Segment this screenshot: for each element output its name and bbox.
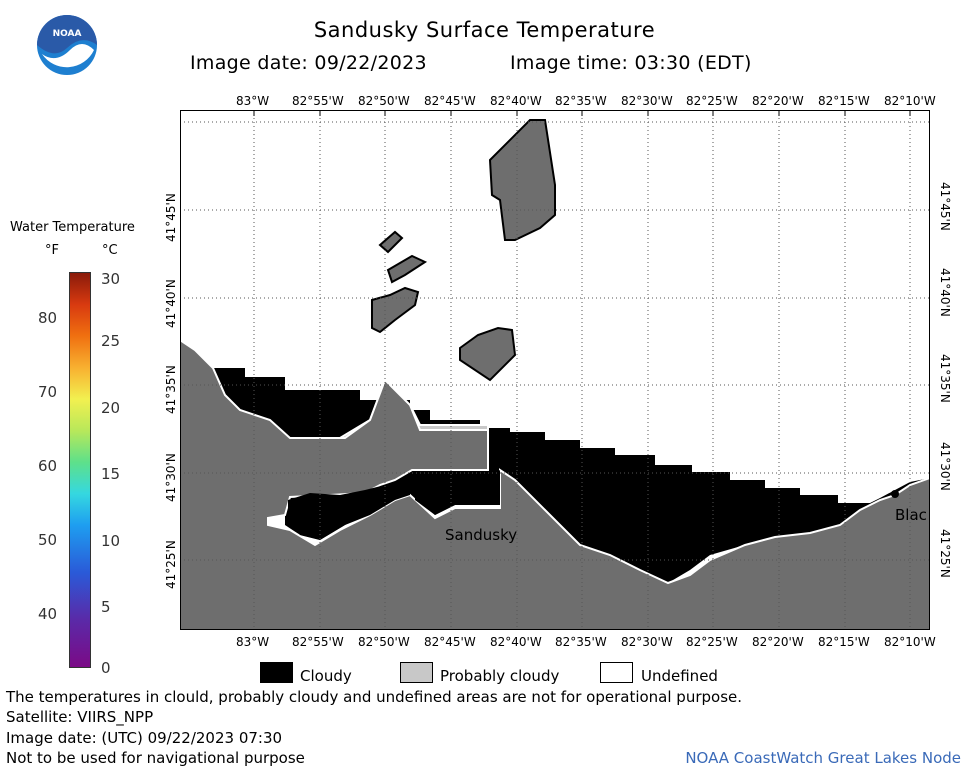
place-label-sandusky: Sandusky <box>445 526 517 544</box>
lon-label: 82°30'W <box>621 635 673 649</box>
map-border <box>180 110 930 630</box>
lon-label: 82°40'W <box>490 635 542 649</box>
city-marker <box>891 490 899 498</box>
map-title: Sandusky Surface Temperature <box>313 18 656 42</box>
lon-label: 82°45'W <box>424 94 476 108</box>
lat-label: 41°45'N <box>164 193 178 242</box>
satellite-info: Satellite: VIIRS_NPP <box>6 708 154 726</box>
cloudy-region <box>415 470 500 515</box>
image-date: Image date: 09/22/2023 <box>190 52 427 74</box>
cloudy-region <box>288 485 410 540</box>
noaa-logo-icon: NOAA <box>37 15 97 75</box>
celsius-tick: 15 <box>101 465 121 483</box>
legend-label-cloudy: Cloudy <box>300 667 352 685</box>
lon-label: 82°10'W <box>884 94 936 108</box>
utc-image-date: Image date: (UTC) 09/22/2023 07:30 <box>6 729 283 747</box>
place-label-bluff: Blac <box>895 506 927 524</box>
lon-label: 82°20'W <box>752 635 804 649</box>
legend-swatch-probably-cloudy <box>400 662 433 683</box>
probably-cloudy-region <box>371 286 420 334</box>
fahrenheit-tick: 50 <box>38 531 58 549</box>
lon-label: 83°W <box>236 94 270 108</box>
legend-swatch-undefined <box>600 662 633 683</box>
cloudy-region <box>213 368 930 583</box>
lon-label: 82°25'W <box>686 635 738 649</box>
celsius-tick: 10 <box>101 532 121 550</box>
temperature-color-bar <box>69 272 91 668</box>
lat-label: 41°25'N <box>164 540 178 589</box>
lon-label: 82°45'W <box>424 635 476 649</box>
lon-label: 82°20'W <box>752 94 804 108</box>
celsius-tick: 30 <box>101 270 121 288</box>
legend-label-probably-cloudy: Probably cloudy <box>440 667 560 685</box>
lon-label: 82°40'W <box>490 94 542 108</box>
lat-label: 41°45'N <box>938 182 952 231</box>
lat-label: 41°35'N <box>164 365 178 414</box>
lat-label: 41°30'N <box>164 453 178 502</box>
legend-swatch-cloudy <box>260 662 293 683</box>
navigation-warning: Not to be used for navigational purpose <box>6 749 305 767</box>
probably-cloudy-region <box>459 326 517 382</box>
celsius-tick: 25 <box>101 332 121 350</box>
fahrenheit-tick: 40 <box>38 605 58 623</box>
legend-title: Water Temperature <box>10 220 135 235</box>
probably-cloudy-region <box>488 119 556 241</box>
lon-label: 82°55'W <box>292 635 344 649</box>
celsius-tick: 5 <box>101 598 111 616</box>
logo-text: NOAA <box>53 29 82 39</box>
lon-label: 82°50'W <box>358 94 410 108</box>
unit-fahrenheit: °F <box>45 243 59 258</box>
lon-label: 82°50'W <box>358 635 410 649</box>
fahrenheit-tick: 60 <box>38 457 58 475</box>
lat-label: 41°30'N <box>938 442 952 491</box>
lat-label: 41°40'N <box>938 268 952 317</box>
fahrenheit-tick: 80 <box>38 309 58 327</box>
lon-label: 82°10'W <box>884 635 936 649</box>
lat-label: 41°35'N <box>938 354 952 403</box>
legend-label-undefined: Undefined <box>641 667 718 685</box>
lat-label: 41°40'N <box>164 279 178 328</box>
map-panel: Sandusky Blac <box>180 110 930 630</box>
lon-label: 82°35'W <box>555 635 607 649</box>
lon-label: 82°15'W <box>818 94 870 108</box>
lon-label: 82°15'W <box>818 635 870 649</box>
grid-lines <box>180 110 930 630</box>
celsius-tick: 0 <box>101 659 111 677</box>
lon-label: 83°W <box>236 635 270 649</box>
probably-cloudy-region <box>386 254 428 284</box>
lon-label: 82°35'W <box>555 94 607 108</box>
disclaimer-note: The temperatures in clould, probably clo… <box>6 688 743 706</box>
lat-label: 41°25'N <box>938 529 952 578</box>
unit-celsius: °C <box>102 243 118 258</box>
celsius-tick: 20 <box>101 399 121 417</box>
fahrenheit-tick: 70 <box>38 383 58 401</box>
lon-label: 82°30'W <box>621 94 673 108</box>
lon-label: 82°55'W <box>292 94 344 108</box>
image-time: Image time: 03:30 (EDT) <box>510 52 752 74</box>
credit-text: NOAA CoastWatch Great Lakes Node <box>685 749 961 767</box>
lon-label: 82°25'W <box>686 94 738 108</box>
